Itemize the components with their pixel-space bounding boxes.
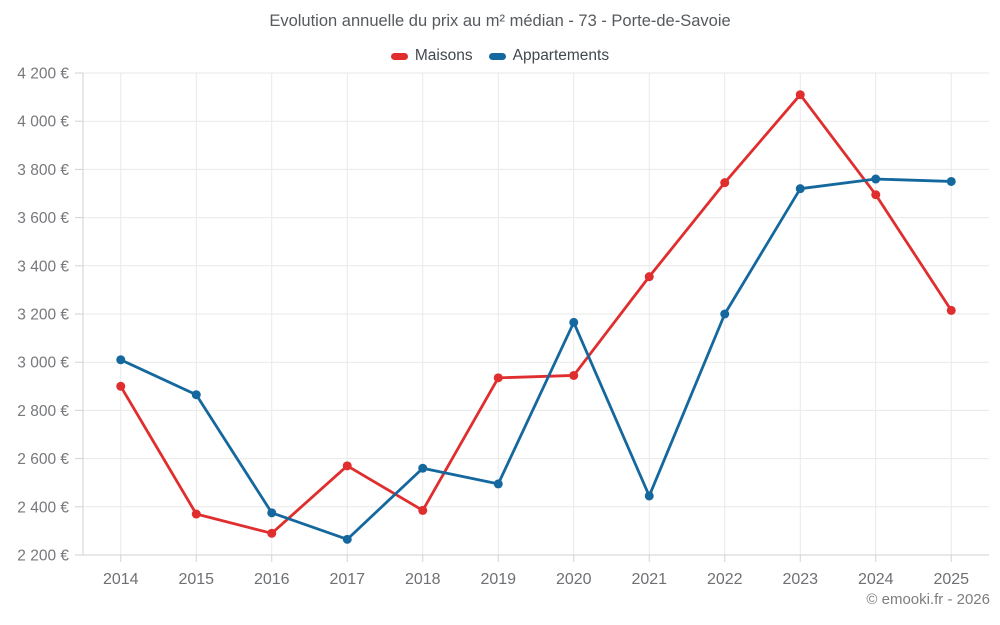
point-appartements-2024[interactable] — [871, 174, 881, 184]
appartements-series-swatch-icon — [488, 52, 506, 60]
y-axis-label: 3 000 € — [17, 355, 69, 372]
point-maisons-2019[interactable] — [493, 373, 503, 383]
x-axis-label-2017: 2017 — [329, 571, 365, 588]
legend-item-appartements[interactable]: Appartements — [488, 47, 610, 65]
point-maisons-2022[interactable] — [720, 178, 730, 188]
point-maisons-2024[interactable] — [871, 190, 881, 200]
point-appartements-2016[interactable] — [267, 508, 277, 518]
y-axis-label: 2 600 € — [17, 451, 69, 468]
point-appartements-2015[interactable] — [191, 390, 201, 400]
y-axis-label: 3 200 € — [17, 307, 69, 324]
copyright-text: © emooki.fr - 2026 — [866, 591, 990, 608]
y-axis-label: 4 000 € — [17, 114, 69, 131]
point-maisons-2025[interactable] — [946, 305, 956, 315]
y-axis-label: 3 600 € — [17, 210, 69, 227]
x-axis-label-2018: 2018 — [405, 571, 441, 588]
x-axis-label-2015: 2015 — [178, 571, 214, 588]
y-axis-label: 2 400 € — [17, 499, 69, 516]
point-maisons-2016[interactable] — [267, 528, 277, 538]
point-appartements-2020[interactable] — [569, 317, 579, 327]
point-appartements-2017[interactable] — [342, 534, 352, 544]
x-axis-label-2022: 2022 — [707, 571, 743, 588]
legend-label-maisons: Maisons — [414, 47, 473, 64]
x-axis-label-2024: 2024 — [858, 571, 894, 588]
y-axis-label: 4 200 € — [17, 66, 69, 83]
x-axis-label-2020: 2020 — [556, 571, 592, 588]
point-appartements-2021[interactable] — [644, 491, 654, 501]
point-appartements-2022[interactable] — [720, 309, 730, 319]
legend-item-maisons[interactable]: Maisons — [390, 47, 473, 65]
point-maisons-2023[interactable] — [795, 90, 805, 100]
point-appartements-2018[interactable] — [418, 463, 428, 473]
point-appartements-2014[interactable] — [116, 355, 126, 365]
y-axis-label: 3 800 € — [17, 162, 69, 179]
chart-title: Evolution annuelle du prix au m² médian … — [269, 12, 731, 30]
point-maisons-2017[interactable] — [342, 461, 352, 471]
point-maisons-2018[interactable] — [418, 505, 428, 515]
point-appartements-2023[interactable] — [795, 184, 805, 194]
y-axis-label: 3 400 € — [17, 258, 69, 275]
point-appartements-2025[interactable] — [946, 176, 956, 186]
legend-label-appartements: Appartements — [512, 47, 610, 64]
y-axis-label: 2 800 € — [17, 403, 69, 420]
maisons-series-swatch-icon — [390, 52, 408, 60]
point-appartements-2019[interactable] — [493, 479, 503, 489]
y-axis-label: 2 200 € — [17, 548, 69, 565]
point-maisons-2015[interactable] — [191, 509, 201, 519]
x-axis-label-2023: 2023 — [782, 571, 818, 588]
x-axis-label-2016: 2016 — [254, 571, 290, 588]
point-maisons-2021[interactable] — [644, 272, 654, 282]
x-axis-label-2021: 2021 — [631, 571, 667, 588]
series-line-maisons — [119, 93, 953, 535]
series-line-appartements — [119, 177, 953, 541]
point-maisons-2020[interactable] — [569, 370, 579, 380]
x-axis-label-2019: 2019 — [480, 571, 516, 588]
x-axis-label-2014: 2014 — [103, 571, 139, 588]
point-maisons-2014[interactable] — [116, 381, 126, 391]
legend: Maisons Appartements — [0, 47, 1000, 65]
x-axis-label-2025: 2025 — [933, 571, 969, 588]
